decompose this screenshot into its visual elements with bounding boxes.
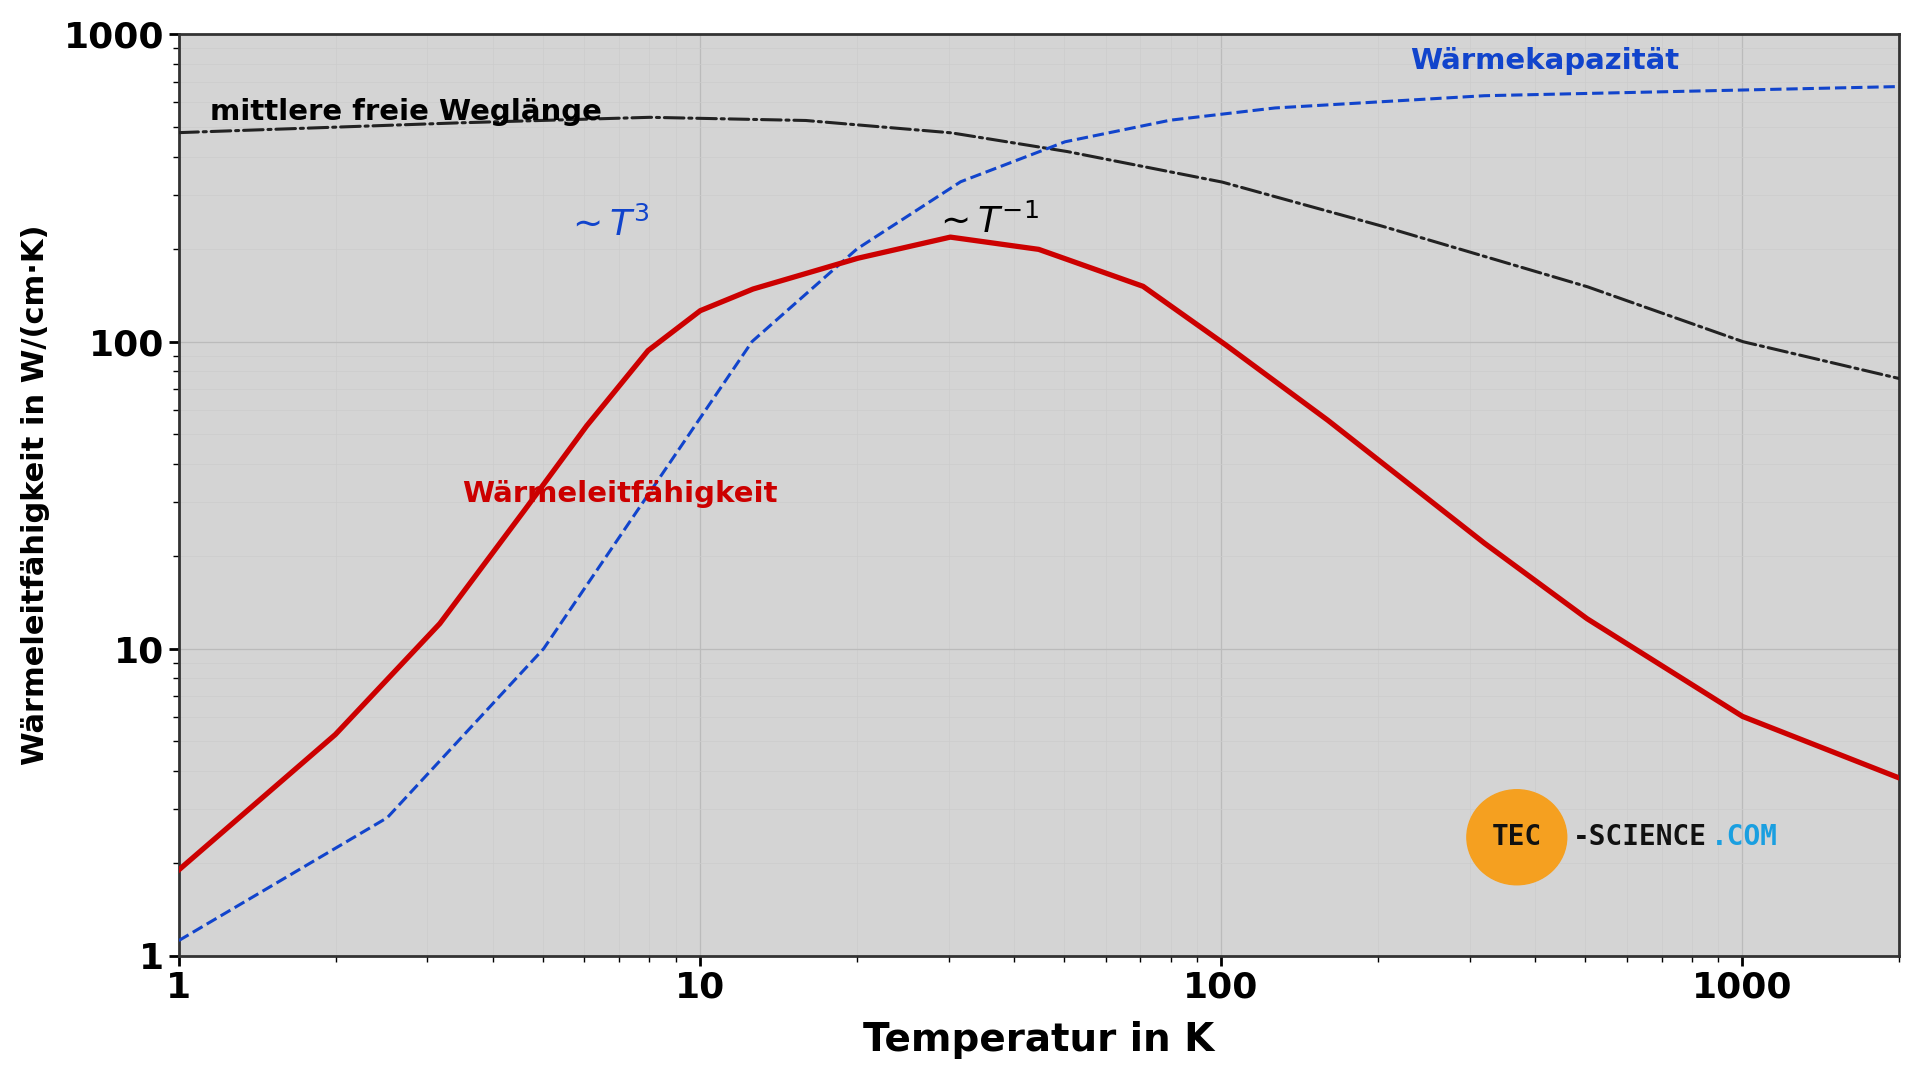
X-axis label: Temperatur in K: Temperatur in K: [864, 1022, 1215, 1059]
Y-axis label: Wärmeleitfähigkeit in W/(cm·K): Wärmeleitfähigkeit in W/(cm·K): [21, 225, 50, 766]
Text: TEC: TEC: [1492, 823, 1542, 851]
Text: Wärmekapazität: Wärmekapazität: [1409, 46, 1678, 75]
Text: Wärmeleitfähigkeit: Wärmeleitfähigkeit: [463, 480, 778, 508]
Text: -SCIENCE: -SCIENCE: [1572, 823, 1707, 851]
Text: $\mathit{\sim T^3}$: $\mathit{\sim T^3}$: [564, 207, 649, 243]
Text: .COM: .COM: [1711, 823, 1778, 851]
Text: mittlere freie Weglänge: mittlere freie Weglänge: [211, 97, 603, 125]
Text: $\mathit{\sim T^{-1}}$: $\mathit{\sim T^{-1}}$: [933, 204, 1039, 241]
